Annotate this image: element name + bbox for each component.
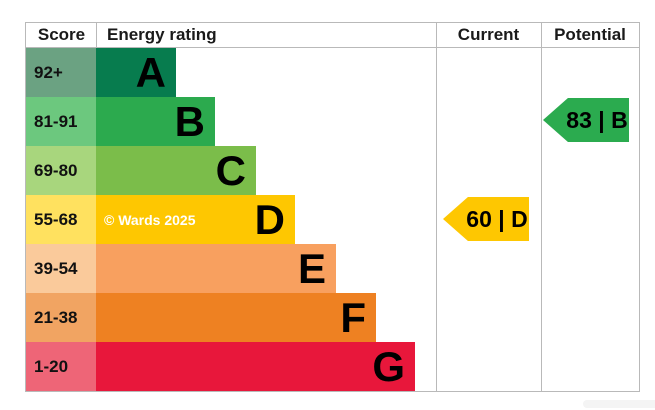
- potential-column-header: Potential: [554, 25, 626, 44]
- band-bar: B: [96, 97, 215, 146]
- band-letter: A: [135, 48, 166, 96]
- band-score-cell: 1-20: [26, 342, 96, 391]
- band-letter: D: [254, 195, 285, 243]
- potential-column-divider: [541, 23, 542, 391]
- current-column-header: Current: [457, 25, 520, 44]
- current-rating-label: 60 | D: [466, 205, 528, 232]
- table-header: Score Energy rating Current Potential: [26, 23, 639, 48]
- band-row-f: 21-38 F: [26, 293, 639, 342]
- band-rows: 92+ A 81-91 B 69-80 C 55-68: [26, 48, 639, 391]
- band-bar: F: [96, 293, 376, 342]
- epc-table: Score Energy rating Current Potential 92…: [25, 22, 640, 392]
- band-score-cell: 55-68: [26, 195, 96, 244]
- band-letter: G: [372, 342, 405, 390]
- band-score-cell: 39-54: [26, 244, 96, 293]
- band-letter: C: [215, 146, 246, 194]
- band-bar: A: [96, 48, 176, 97]
- current-column-divider: [436, 23, 437, 391]
- band-row-e: 39-54 E: [26, 244, 639, 293]
- band-score-cell: 92+: [26, 48, 96, 97]
- copyright-watermark: © Wards 2025: [104, 211, 196, 228]
- band-letter: E: [297, 244, 326, 292]
- band-letter: B: [174, 97, 205, 145]
- potential-rating-label: 83 | B: [566, 106, 628, 133]
- faint-logo-watermark: [583, 400, 655, 408]
- band-row-a: 92+ A: [26, 48, 639, 97]
- band-score-cell: 81-91: [26, 97, 96, 146]
- band-row-c: 69-80 C: [26, 146, 639, 195]
- band-letter: F: [340, 293, 366, 341]
- band-bar: © Wards 2025 D: [96, 195, 295, 244]
- score-column-header: Score: [37, 25, 86, 44]
- band-bar: E: [96, 244, 336, 293]
- band-row-d: 55-68 © Wards 2025 D: [26, 195, 639, 244]
- band-bar: G: [96, 342, 415, 391]
- band-row-g: 1-20 G: [26, 342, 639, 391]
- energy-rating-column-header: Energy rating: [107, 25, 217, 44]
- band-row-b: 81-91 B: [26, 97, 639, 146]
- band-score-cell: 21-38: [26, 293, 96, 342]
- band-bar: C: [96, 146, 256, 195]
- band-score-cell: 69-80: [26, 146, 96, 195]
- score-column-divider: [96, 23, 97, 47]
